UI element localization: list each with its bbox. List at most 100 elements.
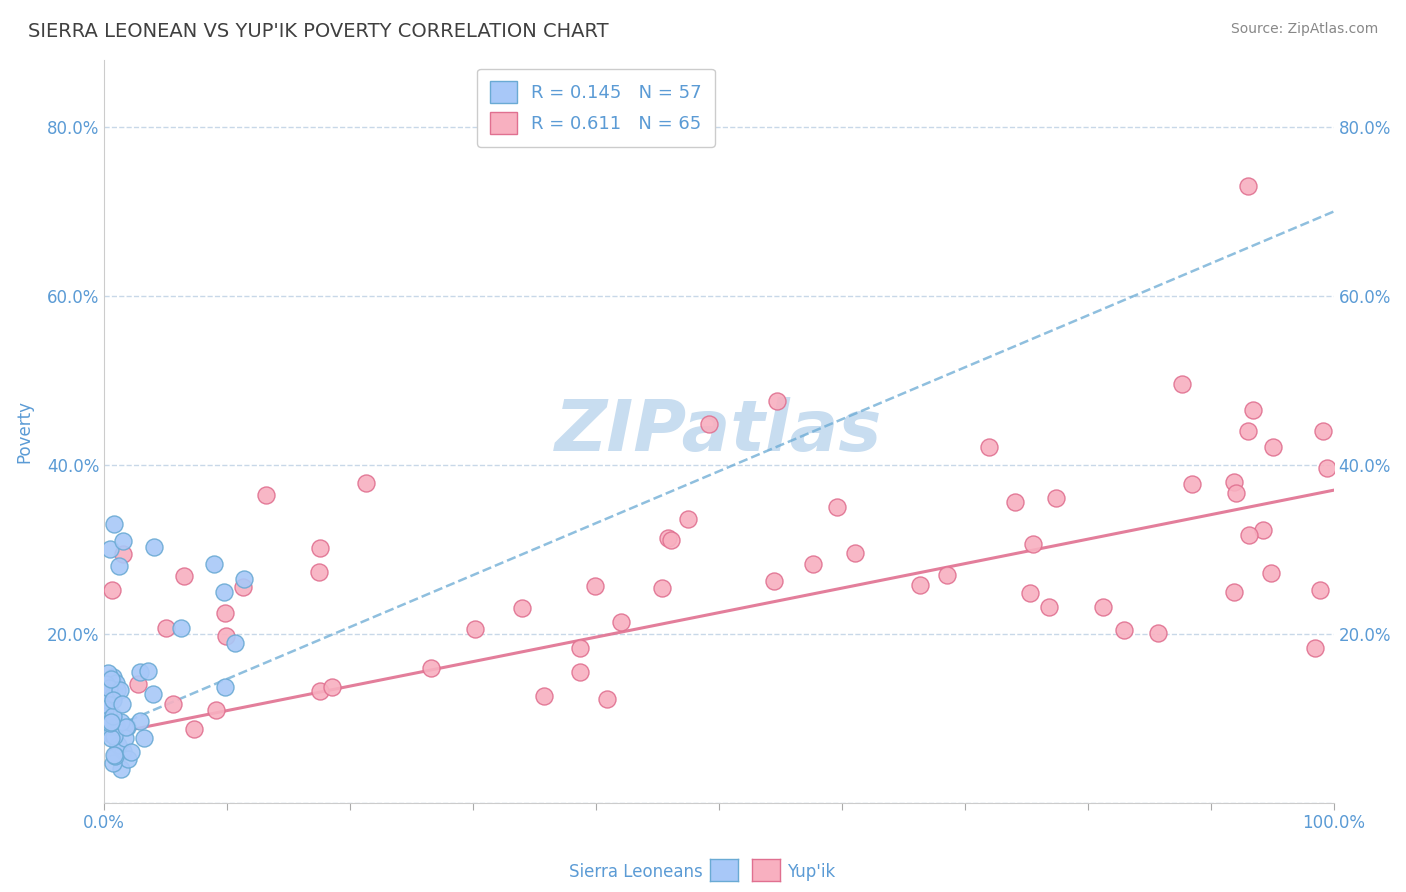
Point (1147, 626, 1170, 640)
Point (103, 747, 125, 762)
Point (98, 691, 121, 706)
Y-axis label: Poverty: Poverty (15, 400, 32, 463)
Point (138, 664, 160, 678)
Point (108, 683, 131, 698)
Point (609, 615, 631, 629)
Point (1316, 461, 1339, 475)
Point (254, 488, 277, 502)
Point (98, 681, 121, 695)
Point (935, 567, 957, 582)
Point (657, 531, 679, 545)
Point (1222, 584, 1244, 599)
Point (183, 722, 205, 736)
Point (1237, 528, 1260, 542)
Point (110, 714, 132, 729)
Point (112, 743, 135, 757)
Point (801, 557, 824, 571)
Point (308, 565, 330, 579)
Point (105, 683, 128, 698)
Point (103, 729, 125, 743)
Point (162, 697, 184, 711)
Point (97, 709, 120, 723)
Point (659, 533, 682, 548)
Point (763, 574, 786, 589)
Point (104, 676, 127, 690)
Point (110, 762, 132, 776)
Point (1171, 376, 1194, 391)
Point (309, 541, 332, 556)
Point (100, 542, 122, 557)
Point (1236, 424, 1258, 438)
Point (214, 606, 236, 620)
Point (108, 559, 131, 574)
Point (98, 716, 121, 731)
Point (128, 665, 150, 679)
Point (765, 394, 787, 409)
Point (309, 684, 332, 698)
Point (104, 719, 127, 733)
Point (1303, 640, 1326, 655)
Point (1004, 495, 1026, 509)
Point (114, 731, 136, 745)
Point (94, 689, 117, 703)
Point (97, 692, 120, 706)
Point (232, 572, 254, 586)
Point (103, 718, 125, 732)
Point (533, 689, 555, 703)
Point (94, 702, 117, 716)
Text: SIERRA LEONEAN VS YUP'IK POVERTY CORRELATION CHART: SIERRA LEONEAN VS YUP'IK POVERTY CORRELA… (28, 22, 609, 41)
Point (1019, 586, 1042, 600)
Point (827, 500, 849, 514)
Point (117, 752, 139, 766)
Point (100, 715, 122, 730)
Point (94, 686, 117, 700)
Point (101, 582, 124, 597)
Point (215, 629, 238, 643)
Point (101, 709, 124, 723)
Point (100, 727, 122, 741)
Point (568, 665, 591, 679)
Point (651, 581, 673, 595)
Point (1309, 583, 1331, 598)
Point (1261, 440, 1284, 454)
Point (97, 666, 120, 681)
Point (419, 661, 441, 675)
Text: Yup'ik: Yup'ik (787, 863, 835, 881)
Point (173, 569, 195, 583)
Point (142, 540, 165, 554)
Point (1091, 599, 1114, 614)
Point (107, 738, 129, 752)
Point (596, 692, 619, 706)
Point (100, 690, 122, 704)
Point (1022, 537, 1045, 551)
Point (464, 622, 486, 636)
Point (103, 687, 125, 701)
Point (1223, 475, 1246, 489)
Point (583, 579, 606, 593)
Point (214, 584, 236, 599)
Point (202, 558, 225, 572)
Point (844, 546, 866, 560)
Point (94, 698, 117, 712)
Point (97, 713, 120, 727)
Point (100, 731, 122, 746)
Point (101, 756, 124, 771)
Point (321, 681, 343, 695)
Point (568, 641, 591, 656)
Point (101, 670, 124, 684)
Point (170, 621, 193, 635)
Point (676, 512, 699, 526)
Point (232, 580, 254, 594)
Text: ZIPatlas: ZIPatlas (555, 397, 883, 466)
Point (214, 680, 236, 694)
Point (510, 600, 533, 615)
Point (111, 697, 134, 711)
Point (699, 417, 721, 431)
Point (1038, 599, 1060, 614)
Point (94, 708, 117, 723)
Point (1312, 425, 1334, 439)
Point (111, 533, 134, 548)
Point (1251, 523, 1274, 537)
Point (103, 693, 125, 707)
Point (132, 731, 155, 745)
